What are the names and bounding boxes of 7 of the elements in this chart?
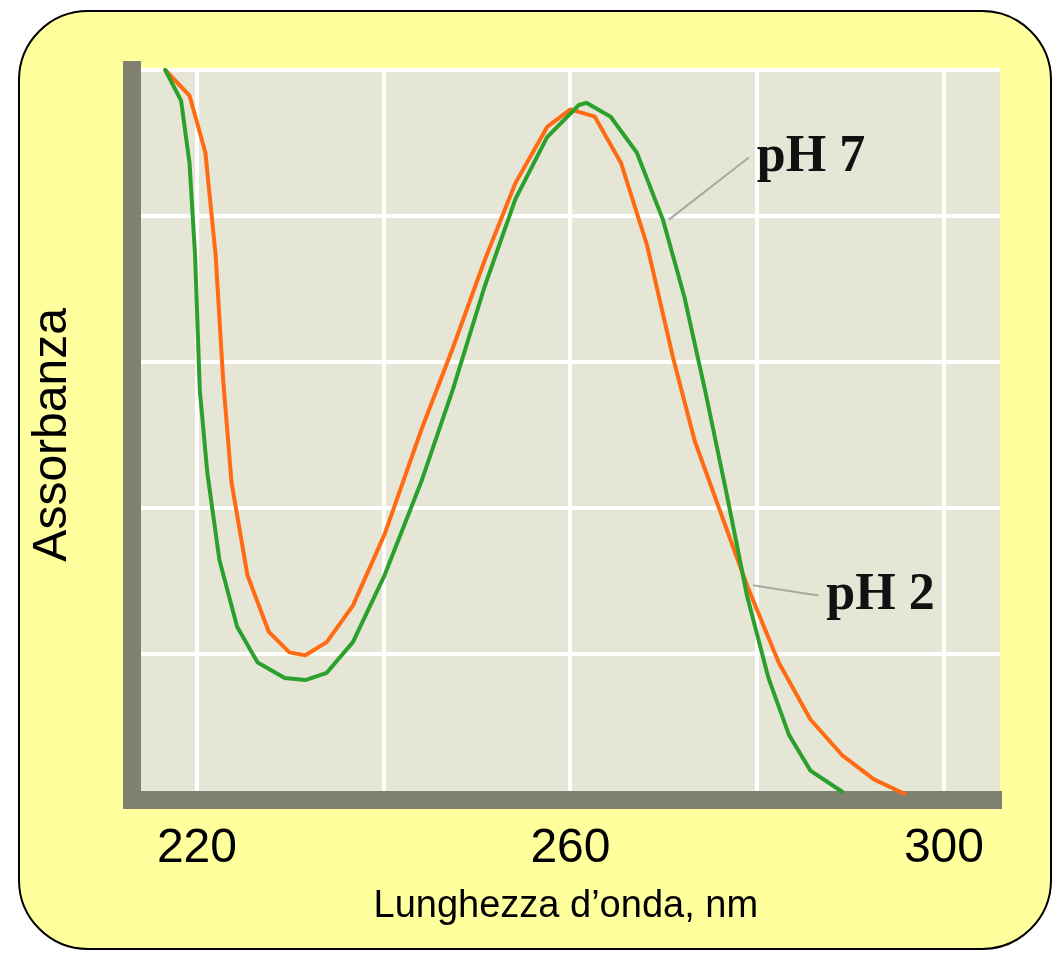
series-label: pH 7: [756, 125, 866, 183]
x-axis-title: Lunghezza d’onda, nm: [373, 882, 759, 925]
x-tick-label: 300: [903, 818, 985, 872]
x-tick-label: 220: [156, 818, 238, 872]
x-tick-label: 260: [530, 818, 611, 872]
y-axis-title: Assorbanza: [23, 307, 77, 562]
series-label: pH 2: [826, 562, 935, 620]
